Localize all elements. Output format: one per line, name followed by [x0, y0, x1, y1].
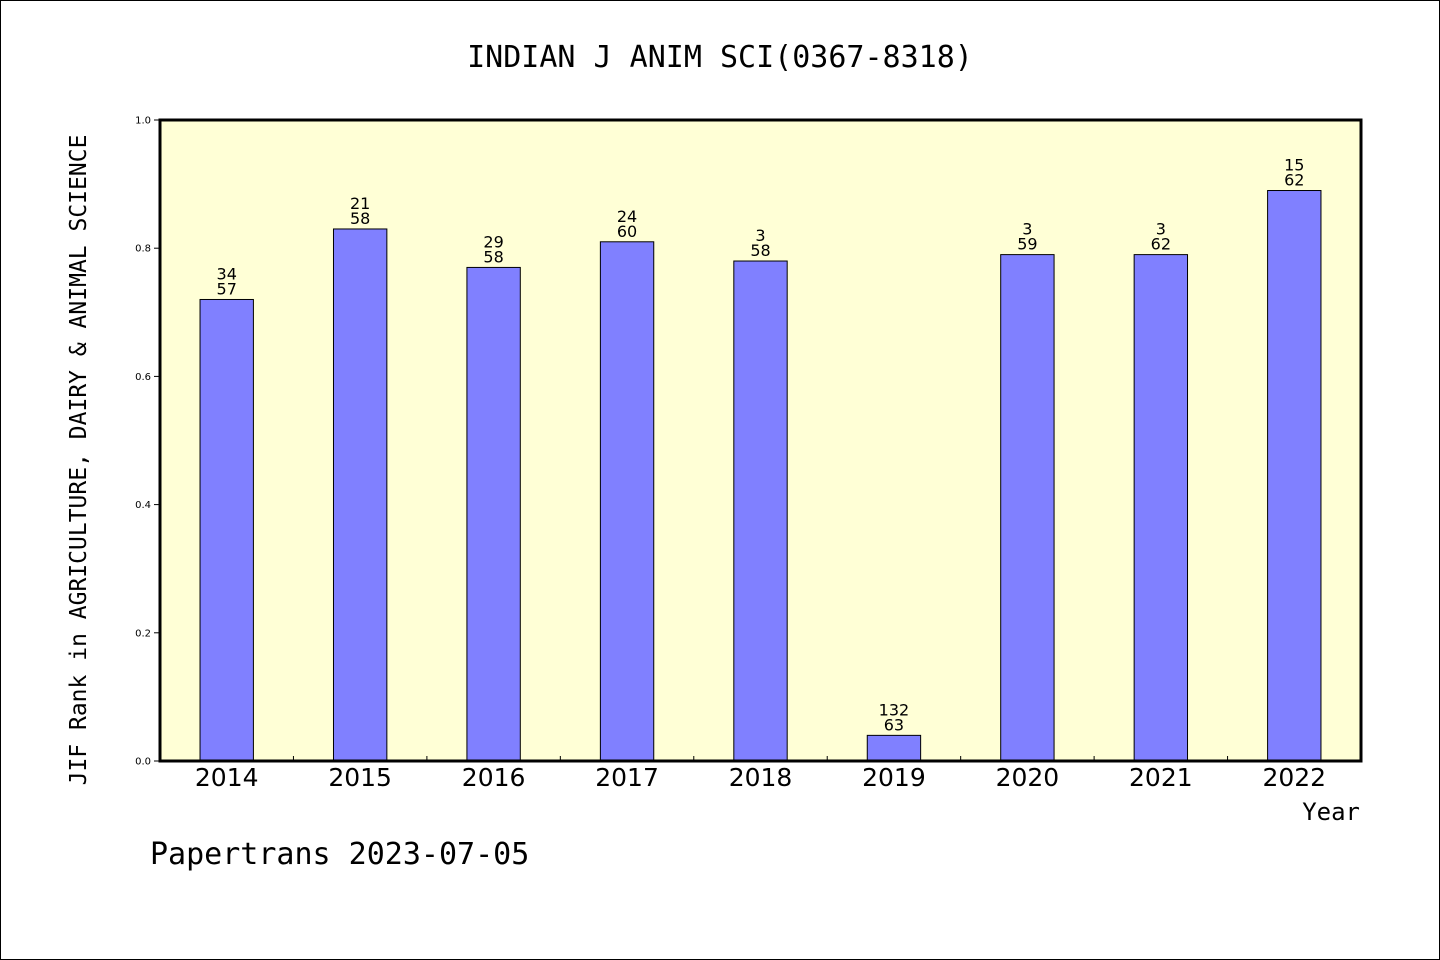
- x-tick-label-2016: 2016: [462, 763, 526, 792]
- y-tick-label-1: 0.2: [135, 628, 151, 639]
- bar-2016: [466, 266, 521, 762]
- bar-2022: [1267, 190, 1322, 762]
- bar-2020: [1000, 254, 1055, 762]
- x-tick-label-2017: 2017: [595, 763, 659, 792]
- bar-2015: [332, 228, 388, 762]
- bar-label-total-2019: 63: [884, 715, 904, 734]
- y-tick-label-0: 0.0: [135, 757, 151, 768]
- bar-label-rank-2016: 29: [483, 232, 503, 251]
- x-tick-label-2018: 2018: [729, 763, 793, 792]
- bars-layer: [199, 190, 1322, 762]
- bar-label-total-2018: 58: [750, 241, 770, 260]
- bar-label-total-2016: 58: [483, 247, 503, 266]
- y-axis-label: JIF Rank in AGRICULTURE, DAIRY & ANIMAL …: [66, 135, 92, 786]
- bar-label-total-2021: 62: [1151, 235, 1171, 254]
- plot-frame: [158, 118, 1363, 763]
- x-tick-label-2019: 2019: [862, 763, 926, 792]
- x-tick-label-2021: 2021: [1129, 763, 1193, 792]
- bar-label-total-2015: 58: [350, 209, 370, 228]
- chart-title: INDIAN J ANIM SCI(0367-8318): [467, 40, 973, 75]
- bar-2017: [599, 241, 655, 762]
- bar-label-rank-2019: 132: [879, 700, 910, 719]
- bar-2018: [733, 260, 788, 762]
- y-tick-label-2: 0.4: [135, 500, 151, 511]
- y-tick-label-4: 0.8: [135, 244, 151, 255]
- bar-label-total-2017: 60: [617, 222, 637, 241]
- bar-label-rank-2014: 34: [217, 264, 237, 283]
- y-tick-label-5: 1.0: [135, 116, 151, 127]
- x-tick-label-2020: 2020: [996, 763, 1060, 792]
- x-axis: 2014 2015 2016 2017 2018 2019 2020 2021 2022: [195, 756, 1326, 792]
- bar-2014: [199, 298, 254, 762]
- y-tick-label-3: 0.6: [135, 372, 151, 383]
- bar-2021: [1133, 254, 1189, 762]
- bar-label-total-2014: 57: [217, 279, 237, 298]
- bar-label-rank-2017: 24: [617, 207, 637, 226]
- footer-credit: Papertrans 2023-07-05: [150, 837, 529, 872]
- x-tick-label-2022: 2022: [1262, 763, 1326, 792]
- bar-label-total-2020: 59: [1017, 235, 1037, 254]
- bar-label-rank-2021: 3: [1156, 220, 1166, 239]
- x-axis-label: Year: [1302, 798, 1360, 826]
- bar-label-total-2022: 62: [1284, 171, 1304, 190]
- x-tick-label-2014: 2014: [195, 763, 259, 792]
- bar-2019: [866, 734, 922, 762]
- bar-label-rank-2022: 15: [1284, 156, 1304, 175]
- x-tick-label-2015: 2015: [328, 763, 392, 792]
- bar-label-rank-2020: 3: [1022, 220, 1032, 239]
- bar-label-rank-2018: 3: [755, 226, 765, 245]
- bar-label-rank-2015: 21: [350, 194, 370, 213]
